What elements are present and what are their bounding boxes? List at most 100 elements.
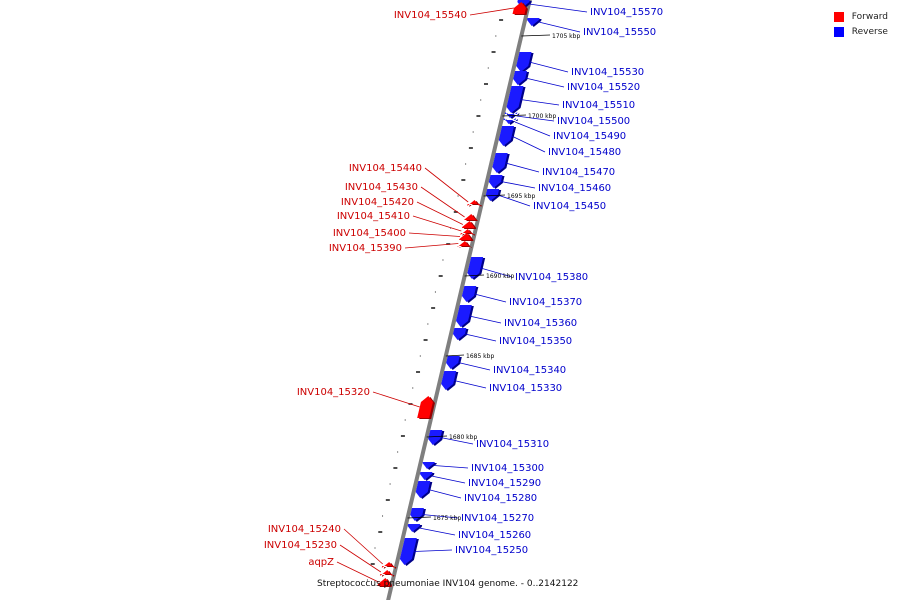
- gene-INV104_15410: INV104_15410: [337, 211, 475, 236]
- kbp-label: 1695 kbp: [507, 193, 535, 200]
- gene-label: INV104_15290: [468, 478, 541, 489]
- gene-shadow: [505, 119, 518, 125]
- kbp-label: 1700 kbp: [528, 113, 556, 120]
- gene-label: INV104_15340: [493, 365, 566, 376]
- gene-INV104_15550: INV104_15550: [527, 18, 656, 38]
- gene-leader: [404, 243, 459, 249]
- gene-label: INV104_15400: [333, 228, 406, 239]
- gene-INV104_15430: INV104_15430: [345, 182, 478, 221]
- gene-label: INV104_15310: [476, 439, 549, 450]
- gene-arrow: [512, 2, 526, 14]
- gene-leader: [372, 391, 420, 408]
- gene-INV104_15380: INV104_15380: [467, 257, 588, 283]
- gene-label: INV104_15320: [297, 387, 370, 398]
- gene-arrow: [488, 175, 503, 188]
- gene-leader: [412, 215, 462, 232]
- kbp-mark-1690: 1690 kbp: [464, 273, 514, 280]
- gene-leader: [416, 201, 464, 225]
- gene-shadow: [506, 113, 520, 119]
- gene-INV104_15320: INV104_15320: [297, 387, 435, 419]
- gene-leader: [343, 528, 383, 565]
- gene-arrow: [503, 118, 516, 124]
- gene-INV104_15370: INV104_15370: [461, 286, 582, 308]
- gene-leader: [422, 514, 459, 519]
- gene-arrow: [415, 481, 431, 498]
- gene-arrow: [419, 472, 433, 480]
- kbp-label: 1675 kbp: [433, 515, 461, 522]
- gene-label: INV104_15260: [458, 530, 531, 541]
- gene-INV104_15360: INV104_15360: [456, 305, 577, 329]
- gene-label: INV104_15440: [349, 163, 422, 174]
- legend-forward: Forward: [833, 9, 888, 24]
- gene-label: INV104_15540: [394, 10, 467, 21]
- gene-leader: [336, 561, 379, 583]
- gene-label: INV104_15360: [504, 318, 577, 329]
- gene-leader: [440, 437, 474, 445]
- gene-label: INV104_15300: [471, 463, 544, 474]
- gene-aqpZ: aqpZ: [308, 557, 392, 587]
- gene-label: INV104_15530: [571, 67, 644, 78]
- gene-INV104_15440: INV104_15440: [349, 163, 482, 207]
- legend-reverse: Reverse: [833, 24, 888, 39]
- gene-INV104_15520: INV104_15520: [513, 71, 640, 93]
- gene-leader: [428, 489, 462, 499]
- gene-INV104_15270: INV104_15270: [410, 508, 534, 524]
- gene-label: INV104_15500: [557, 116, 630, 127]
- gene-INV104_15500: INV104_15500: [504, 112, 630, 127]
- gene-label: INV104_15250: [455, 545, 528, 556]
- gene-INV104_15540: INV104_15540: [394, 2, 528, 21]
- kbp-mark-1685: 1685 kbp: [445, 353, 494, 360]
- kbp-tick: [426, 435, 448, 438]
- kbp-label: 1705 kbp: [552, 33, 580, 40]
- gene-arrow: [457, 241, 470, 247]
- gene-leader: [525, 77, 565, 88]
- genome-caption: Streptococcus pneumoniae INV104 genome. …: [317, 579, 579, 589]
- gene-INV104_15300: INV104_15300: [422, 462, 544, 474]
- gene-leader: [458, 362, 491, 371]
- kbp-tick: [445, 354, 465, 357]
- gene-leader: [474, 293, 507, 303]
- gene-layer: INV104_15570 INV104_15550 INV104_15540 INV1…: [264, 0, 663, 587]
- gene-leader: [408, 232, 461, 237]
- genome-backbone: [386, 0, 532, 600]
- gene-INV104_15400: INV104_15400: [333, 228, 474, 241]
- gene-INV104_15530: INV104_15530: [516, 52, 644, 78]
- gene-leader: [413, 549, 453, 552]
- gene-arrow: [379, 570, 393, 576]
- gene-label: aqpZ: [308, 557, 334, 568]
- kbp-label: 1680 kbp: [449, 434, 477, 441]
- gene-arrow: [410, 508, 424, 521]
- gene-leader: [469, 7, 514, 16]
- kbp-tick: [502, 114, 527, 117]
- gene-arrow: [417, 396, 433, 418]
- gene-leader: [464, 333, 497, 342]
- gene-arrow: [381, 562, 395, 568]
- gene-INV104_15260: INV104_15260: [407, 524, 531, 541]
- gene-label: INV104_15490: [553, 131, 626, 142]
- gene-INV104_15390: INV104_15390: [329, 241, 472, 254]
- gene-leader: [505, 162, 540, 173]
- gene-leader: [339, 544, 382, 573]
- gene-INV104_15340: INV104_15340: [446, 356, 566, 376]
- kbp-scale: 1705 kbp 1700 kbp 1695 kbp 1690 kbp 1685 kbp…: [407, 33, 580, 522]
- gene-label: INV104_15240: [268, 524, 341, 535]
- gene-arrow: [513, 71, 528, 85]
- kbp-mark-1675: 1675 kbp: [407, 515, 461, 522]
- gene-leader: [514, 121, 551, 137]
- gene-arrow: [485, 189, 500, 201]
- gene-label: INV104_15230: [264, 540, 337, 551]
- gene-label: INV104_15450: [533, 201, 606, 212]
- gene-arrow: [452, 328, 467, 340]
- gene-label: INV104_15280: [464, 493, 537, 504]
- gene-INV104_15510: INV104_15510: [506, 86, 635, 114]
- gene-INV104_15460: INV104_15460: [488, 175, 611, 194]
- gene-arrow: [463, 214, 476, 220]
- gene-label: INV104_15430: [345, 182, 418, 193]
- gene-leader: [528, 3, 588, 13]
- gene-arrow: [399, 538, 417, 565]
- gene-leader: [480, 267, 513, 278]
- gene-arrow: [506, 86, 524, 113]
- gene-leader: [497, 194, 531, 207]
